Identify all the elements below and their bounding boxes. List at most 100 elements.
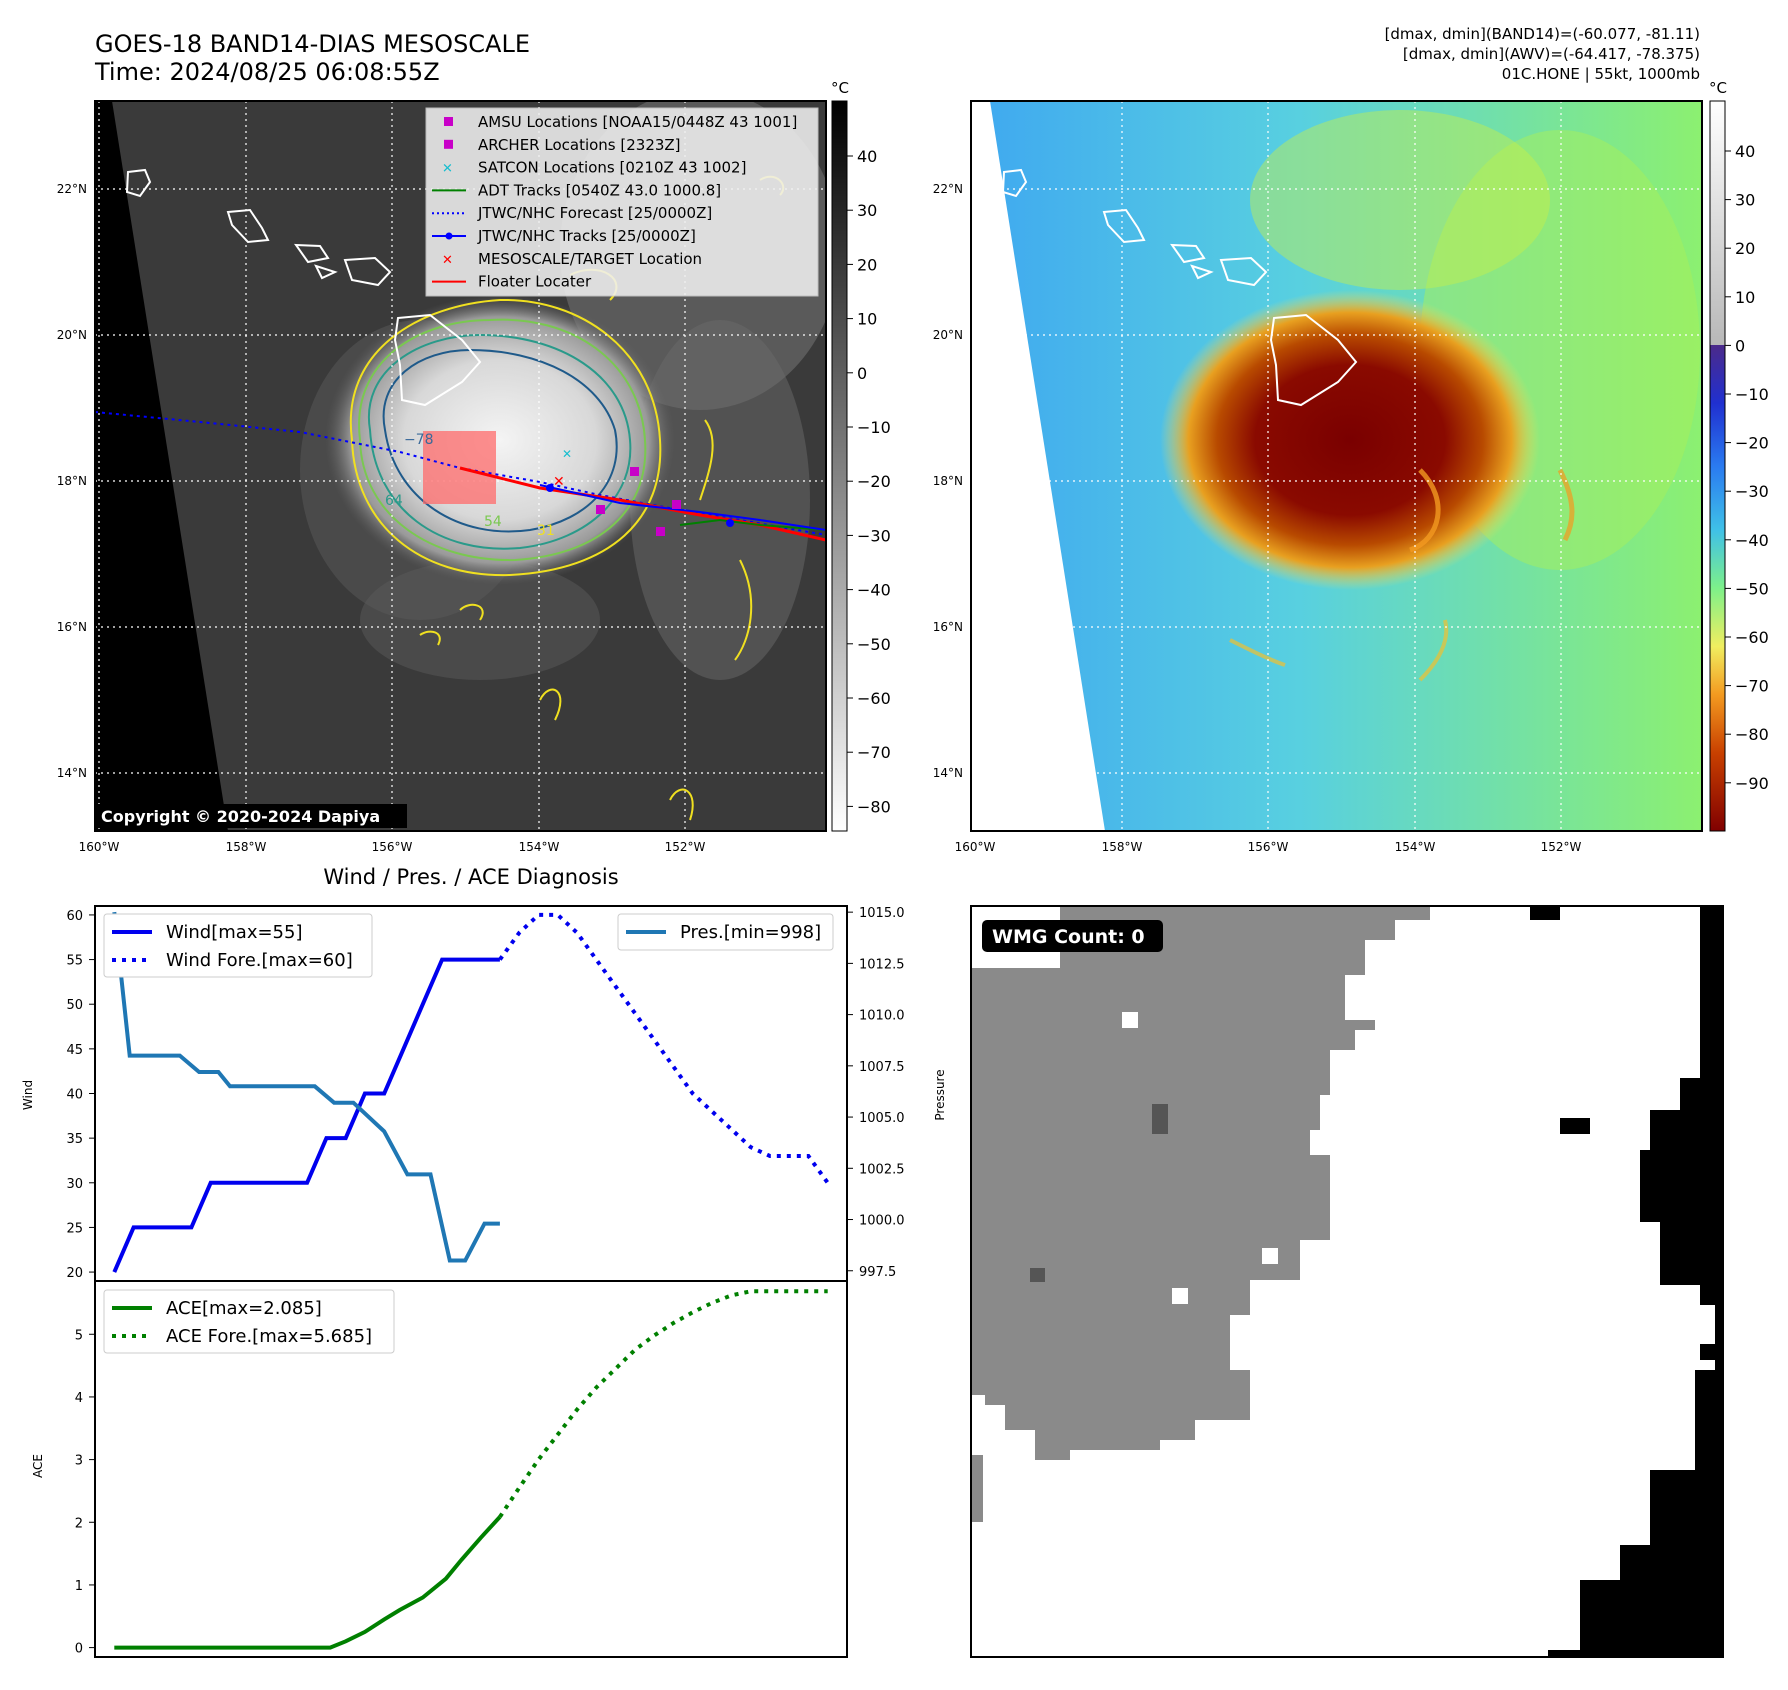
awv-storm-cloud xyxy=(1160,290,1540,590)
ir-colorbar-tick: −80 xyxy=(857,797,891,816)
ir-colorbar-tick: 20 xyxy=(857,255,877,274)
ir-colorbar-tick: 10 xyxy=(857,310,877,329)
y-right-tick-label: 1005.0 xyxy=(859,1111,905,1126)
y-tick-label: 5 xyxy=(75,1328,83,1343)
y-tick-label: 2 xyxy=(75,1516,83,1531)
wmg-black-region xyxy=(1548,906,1723,1657)
awv-gridlines xyxy=(971,101,1702,831)
lat-tick-label: 16°N xyxy=(933,620,963,634)
ir-colorbar-tick: −40 xyxy=(857,581,891,600)
forecast-track xyxy=(95,411,826,536)
lat-tick-label: 18°N xyxy=(57,474,87,488)
ir-colorbar-tick: −70 xyxy=(857,743,891,762)
info-line-3: 01C.HONE | 55kt, 1000mb xyxy=(1502,65,1700,83)
lon-tick-label: 160°W xyxy=(79,840,120,854)
y-tick-label: 0 xyxy=(75,1642,83,1657)
series-line xyxy=(498,912,830,1184)
y-right-tick-label: 1000.0 xyxy=(859,1214,905,1229)
y-tick-label: 45 xyxy=(66,1043,83,1058)
lon-tick-label: 152°W xyxy=(665,840,706,854)
awv-colorbar-tick: 20 xyxy=(1735,239,1755,258)
lat-tick-label: 22°N xyxy=(933,182,963,196)
series-line xyxy=(112,957,500,1273)
y-tick-label: 35 xyxy=(66,1132,83,1147)
wmg-frame xyxy=(970,905,1724,1658)
ir-colorbar: °C 40 30 20 10 0 −10 −20 −30 −40 −50 −60 −70 −80 xyxy=(831,79,891,832)
legend-label: JTWC/NHC Tracks [25/0000Z] xyxy=(477,227,696,245)
ir-colorbar-tick: −10 xyxy=(857,418,891,437)
legend-label: Floater Locater xyxy=(478,273,592,291)
legend-marker-dot xyxy=(445,232,453,240)
lon-tick-label: 154°W xyxy=(1395,840,1436,854)
y-right-tick-label: 1010.0 xyxy=(859,1009,905,1024)
lon-tick-label: 158°W xyxy=(1102,840,1143,854)
map-axis-labels: 160°W 158°W 156°W 154°W 152°W 22°N 20°N 18°N 16°… xyxy=(57,182,1582,854)
y-right-tick-label: 1002.5 xyxy=(859,1162,905,1177)
legend-label: MESOSCALE/TARGET Location xyxy=(478,250,702,268)
wind-pressure-chart: 20 25 30 35 40 45 50 55 60 997.5 1000.0 1002.5 1005.… xyxy=(21,905,947,1282)
legend-label: ACE Fore.[max=5.685] xyxy=(166,1326,372,1347)
wmg-badge xyxy=(982,920,1163,952)
info-line-2: [dmax, dmin](AWV)=(-64.417, -78.375) xyxy=(1403,45,1700,63)
contour-label-3: 54 xyxy=(484,514,502,530)
legend-marker: ✕ xyxy=(442,162,453,177)
y-right-tick-label: 1007.5 xyxy=(859,1060,905,1075)
target-marker: ✕ xyxy=(553,474,565,490)
awv-colorbar-tick: 0 xyxy=(1735,336,1745,355)
legend-label: Wind[max=55] xyxy=(166,922,303,943)
y-tick-label: 50 xyxy=(66,998,83,1013)
awv-colorbar-tick: −70 xyxy=(1735,677,1769,696)
awv-colorbar-tick: −50 xyxy=(1735,579,1769,598)
archer-marker xyxy=(630,467,639,476)
ir-map-panel: ✕ ✕ −78 64 54 31 AMSU Locations [NOAA15/… xyxy=(94,100,827,832)
ace-chart: 0 1 2 3 4 5 ACE[max=2.085] ACE Fore.[max=5.685]… xyxy=(31,1280,848,1658)
wmg-panel: WMG Count: 0 xyxy=(970,905,1724,1658)
y-tick-label: 30 xyxy=(66,1177,83,1192)
lon-tick-label: 160°W xyxy=(955,840,996,854)
ir-colorbar-tick: −60 xyxy=(857,689,891,708)
legend-label: ARCHER Locations [2323Z] xyxy=(478,136,681,154)
contour-inner xyxy=(382,348,618,533)
satcon-marker: ✕ xyxy=(562,447,572,461)
contour-outer xyxy=(358,318,647,562)
floater-box xyxy=(423,431,496,504)
lat-tick-label: 16°N xyxy=(57,620,87,634)
info-line-1: [dmax, dmin](BAND14)=(-60.077, -81.11) xyxy=(1385,25,1700,43)
copyright-badge xyxy=(95,804,407,828)
wind-axis-label: Wind xyxy=(21,1080,35,1110)
lon-tick-label: 158°W xyxy=(226,840,267,854)
contour-label-2: 64 xyxy=(385,493,403,509)
awv-colorbar: °C 40 30 20 10 0 −10 −20 −30 −40 −50 −60 −70 −80 −90 xyxy=(1709,79,1769,832)
y-tick-label: 20 xyxy=(66,1266,83,1281)
awv-colorbar-unit: °C xyxy=(1709,79,1727,97)
legend-label: Wind Fore.[max=60] xyxy=(166,950,353,971)
ir-colorbar-tick: −50 xyxy=(857,635,891,654)
awv-colorbar-tick: −80 xyxy=(1735,725,1769,744)
lon-tick-label: 156°W xyxy=(1248,840,1289,854)
wmg-count-text: WMG Count: 0 xyxy=(992,926,1145,948)
lat-tick-label: 18°N xyxy=(933,474,963,488)
ir-colorbar-tick: 0 xyxy=(857,364,867,383)
awv-colorbar-tick: −30 xyxy=(1735,482,1769,501)
legend-marker: ✕ xyxy=(442,253,453,268)
y-tick-label: 4 xyxy=(75,1391,83,1406)
awv-colorbar-tick: −60 xyxy=(1735,628,1769,647)
legend-marker xyxy=(444,139,453,149)
ir-colorbar-tick: −30 xyxy=(857,526,891,545)
awv-colorbar-tick: 40 xyxy=(1735,142,1755,161)
series-line xyxy=(114,1515,502,1650)
wmg-gray-region xyxy=(971,906,1430,1460)
awv-colorbar-tick: 30 xyxy=(1735,191,1755,210)
awv-map-panel xyxy=(970,100,1703,832)
y-tick-label: 60 xyxy=(66,909,83,924)
legend-label: ACE[max=2.085] xyxy=(166,1298,322,1319)
legend-label: Pres.[min=998] xyxy=(680,922,821,943)
contour-label-1: −78 xyxy=(404,432,434,448)
y-tick-label: 40 xyxy=(66,1088,83,1103)
awv-colorbar-tick: −40 xyxy=(1735,531,1769,550)
ace-axis-label: ACE xyxy=(31,1454,45,1478)
awv-no-data-wedge xyxy=(971,101,1105,831)
lon-tick-label: 156°W xyxy=(372,840,413,854)
awv-colorbar-tick: −10 xyxy=(1735,385,1769,404)
